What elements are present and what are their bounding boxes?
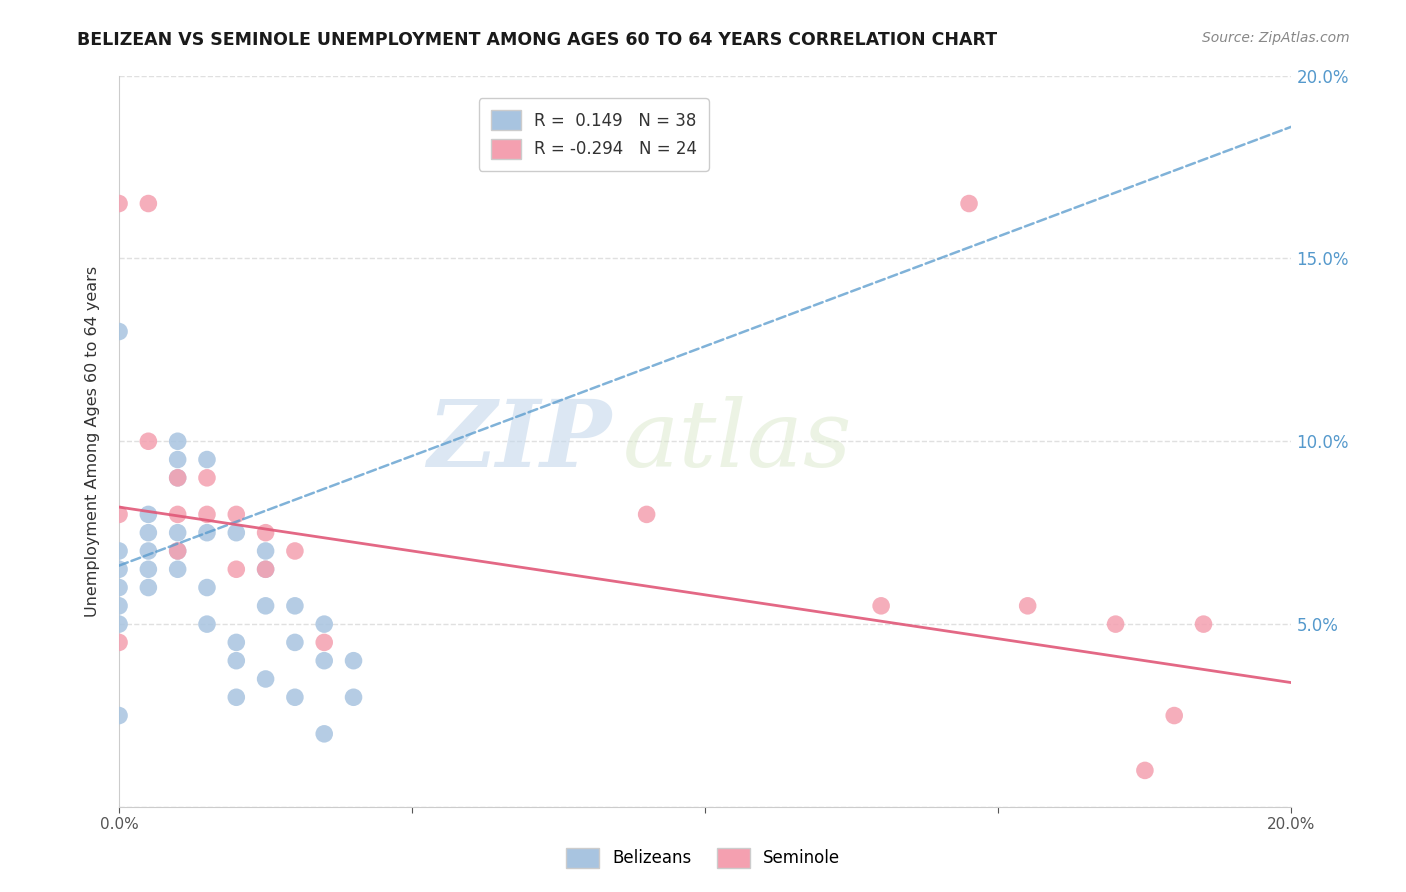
Point [1017,599,1039,613]
Point [225,635,247,649]
Point [195,471,218,485]
Point [166,525,188,540]
Point [284,635,307,649]
Point [195,581,218,595]
Point [284,599,307,613]
Point [254,525,277,540]
Point [108,708,131,723]
Point [870,599,893,613]
Point [1104,617,1126,632]
Point [108,635,131,649]
Point [284,544,307,558]
Point [314,617,336,632]
Point [225,654,247,668]
Point [108,544,131,558]
Text: BELIZEAN VS SEMINOLE UNEMPLOYMENT AMONG AGES 60 TO 64 YEARS CORRELATION CHART: BELIZEAN VS SEMINOLE UNEMPLOYMENT AMONG … [77,31,997,49]
Text: atlas: atlas [623,396,852,486]
Point [1192,617,1215,632]
Legend: R =  0.149   N = 38, R = -0.294   N = 24: R = 0.149 N = 38, R = -0.294 N = 24 [479,98,709,170]
Point [166,471,188,485]
Point [195,617,218,632]
Point [108,196,131,211]
Point [108,599,131,613]
Y-axis label: Unemployment Among Ages 60 to 64 years: Unemployment Among Ages 60 to 64 years [86,266,100,616]
Point [166,471,188,485]
Point [225,690,247,705]
Legend: Belizeans, Seminole: Belizeans, Seminole [560,841,846,875]
Point [138,544,160,558]
Point [314,635,336,649]
Point [254,544,277,558]
Point [166,434,188,449]
Point [254,562,277,576]
Point [166,544,188,558]
Point [138,581,160,595]
Point [166,452,188,467]
Point [108,581,131,595]
Point [314,654,336,668]
Point [195,452,218,467]
Text: ZIP: ZIP [427,396,612,486]
Point [1163,708,1185,723]
Point [957,196,980,211]
Point [225,508,247,522]
Point [342,690,364,705]
Point [225,525,247,540]
Text: Source: ZipAtlas.com: Source: ZipAtlas.com [1202,31,1350,45]
Point [108,508,131,522]
Point [166,508,188,522]
Point [284,690,307,705]
Point [166,544,188,558]
Point [108,562,131,576]
Point [195,508,218,522]
Point [314,727,336,741]
Point [138,508,160,522]
Point [138,525,160,540]
Point [138,562,160,576]
Point [138,196,160,211]
Point [108,617,131,632]
Point [342,654,364,668]
Point [108,325,131,339]
Point [1133,764,1156,778]
Point [254,672,277,686]
Point [254,599,277,613]
Point [138,434,160,449]
Point [166,562,188,576]
Point [636,508,658,522]
Point [195,525,218,540]
Point [225,562,247,576]
Point [254,562,277,576]
